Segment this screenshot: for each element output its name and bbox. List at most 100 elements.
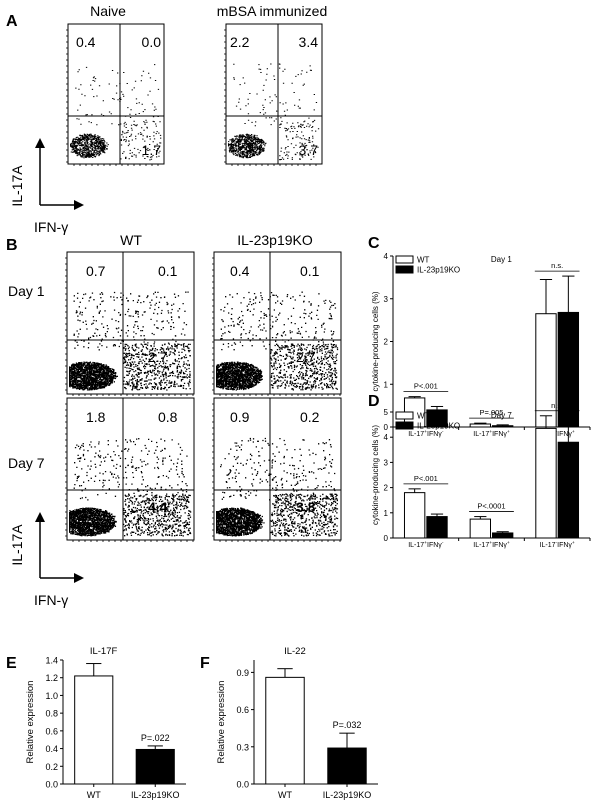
- significance-label: P<.001: [414, 474, 438, 483]
- legend-label: IL-23p19KO: [417, 422, 460, 431]
- significance-label: P=.032: [333, 720, 362, 730]
- panel-label-b: B: [6, 237, 18, 254]
- scatter-dots: [216, 437, 339, 537]
- bar-ko: [327, 747, 367, 785]
- facs-plot-a-immunized: 2.2 3.4 3.7: [224, 23, 323, 166]
- plot-border: [66, 397, 195, 541]
- facs-plot-a-naive: 0.4 0.0 1.7: [66, 23, 165, 166]
- bar-wt: [469, 423, 492, 428]
- bar-wt: [469, 518, 492, 539]
- quadrant-ur-value: 0.0: [142, 34, 162, 50]
- panel-label-a: A: [6, 13, 18, 30]
- panel-a-xlabel: IFN-γ: [34, 219, 68, 235]
- category-label: IL-17+IFNγ-: [408, 541, 444, 549]
- legend-label: IL-23p19KO: [417, 266, 460, 275]
- scatter-dots: [69, 291, 191, 391]
- bar-wt: [535, 427, 557, 539]
- legend-swatch: [395, 411, 414, 420]
- panel-b-col-title-1: WT: [120, 232, 142, 248]
- facs-plot-b-wt-day7: 1.8 0.8 4.4: [65, 397, 195, 542]
- significance-label: n.s.: [551, 261, 563, 270]
- quadrant-lr-value: 2.7: [296, 349, 316, 365]
- quadrant-ur-value: 0.2: [300, 409, 320, 425]
- significance-label: n.s.: [551, 401, 563, 410]
- plot-frame: [224, 23, 323, 166]
- bar-wt: [535, 313, 557, 428]
- panel-a-col-title-2: mBSA immunized: [217, 3, 327, 19]
- bar-wt: [74, 675, 114, 785]
- plot-frame: [66, 23, 165, 166]
- significance-label: P=.005: [480, 408, 504, 417]
- quadrant-ur-value: 0.1: [158, 263, 178, 279]
- y-axis-label: cytokine-producing cells (%): [371, 291, 380, 391]
- y-axis-label: cytokine-producing cells (%): [371, 425, 380, 525]
- panel-a-axis-arrows: [35, 138, 84, 210]
- scatter-dots: [216, 291, 339, 391]
- legend-label: WT: [417, 412, 430, 421]
- axis-ticks: [65, 257, 194, 396]
- quadrant-lr-value: 3.8: [296, 499, 316, 515]
- quadrant-lr-value: 3.7: [299, 142, 319, 158]
- y-tick-label: 0.0: [236, 780, 249, 790]
- scatter-dots: [69, 438, 192, 537]
- y-tick-label: 1.0: [45, 691, 58, 701]
- panel-a-ylabel: IL-17A: [9, 165, 25, 207]
- panel-b-row-title-2: Day 7: [8, 455, 45, 471]
- panel-label-e: E: [6, 655, 17, 672]
- panel-b-col-title-2: IL-23p19KO: [237, 232, 313, 248]
- quadrant-lr-value: 1.7: [142, 142, 162, 158]
- y-tick-label: 0.9: [236, 668, 249, 678]
- category-label: IL-23p19KO: [323, 790, 372, 800]
- bar-ko: [426, 516, 448, 539]
- y-tick-label: 0.6: [45, 726, 58, 736]
- bar-ko: [557, 441, 580, 539]
- facs-plot-b-ko-day7: 0.9 0.2 3.8: [212, 397, 342, 542]
- plot-frame: [65, 397, 195, 542]
- quadrant-lr-value: 4.4: [148, 499, 168, 515]
- y-tick-label: 0.6: [236, 705, 249, 715]
- panel-label-c: C: [368, 235, 380, 252]
- bar-ko: [557, 311, 580, 428]
- panel-label-d: D: [368, 393, 380, 410]
- quadrant-ul-value: 0.4: [230, 263, 250, 279]
- y-tick-label: 0.8: [45, 709, 58, 719]
- y-tick-label: 1: [384, 380, 389, 389]
- y-tick-label: 0.4: [45, 744, 58, 754]
- quadrant-ul-value: 2.2: [230, 34, 250, 50]
- category-label: IL-23p19KO: [131, 790, 180, 800]
- facs-plot-b-wt-day1: 0.7 0.1 2.7: [65, 251, 195, 396]
- facs-plot-b-ko-day1: 0.4 0.1 2.7: [212, 251, 342, 396]
- category-label: WT: [87, 790, 101, 800]
- y-tick-label: 0: [384, 534, 389, 543]
- scatter-dots: [228, 63, 320, 161]
- y-tick-label: 4: [384, 433, 389, 442]
- significance-label: P=.022: [141, 733, 170, 743]
- bar-ko: [492, 532, 514, 539]
- y-tick-label: 5: [384, 408, 389, 417]
- panel-b-ylabel: IL-17A: [9, 524, 25, 566]
- axis-ticks: [65, 403, 194, 542]
- chart-title: IL-22: [284, 646, 306, 657]
- panel-b-xlabel: IFN-γ: [34, 592, 68, 608]
- plot-border: [66, 251, 195, 395]
- axis-ticks: [66, 29, 159, 166]
- chart-title: Day 1: [491, 255, 512, 264]
- chart-title: IL-17F: [90, 646, 118, 657]
- bar-chart-f: 0.0 0.3 0.6 0.9 Relative expression IL-22 WT IL…: [216, 646, 378, 800]
- axis-ticks: [212, 257, 341, 396]
- panel-label-f: F: [200, 655, 210, 672]
- category-label: IL-17-IFNγ+: [540, 541, 575, 549]
- y-tick-label: 1.2: [45, 673, 58, 683]
- category-label: IL-17+IFNγ-: [408, 430, 444, 438]
- y-tick-label: 0.2: [45, 762, 58, 772]
- y-tick-label: 2: [384, 338, 389, 347]
- panel-b-axis-arrows: [35, 512, 84, 583]
- panel-b-row-title-1: Day 1: [8, 283, 45, 299]
- scatter-dots: [70, 64, 162, 161]
- quadrant-ul-value: 0.4: [76, 34, 96, 50]
- y-tick-label: 3: [384, 295, 389, 304]
- plot-frame: [212, 251, 342, 396]
- quadrant-ul-value: 0.7: [86, 263, 106, 279]
- plot-border: [213, 397, 342, 541]
